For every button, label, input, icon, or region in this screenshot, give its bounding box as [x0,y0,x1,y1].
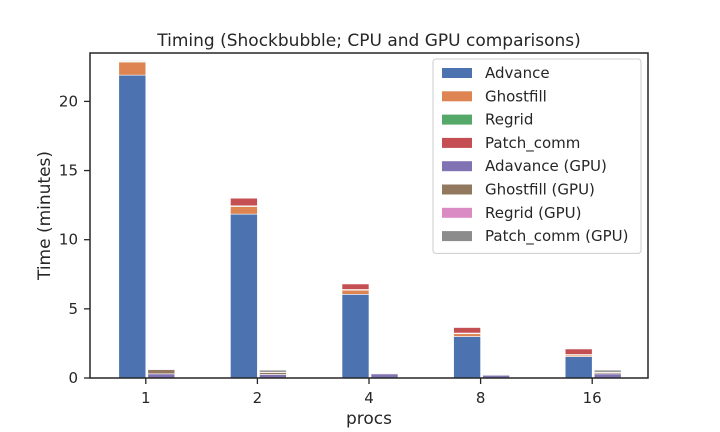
legend-swatch [442,114,472,125]
legend-swatch [442,184,472,195]
y-tick-label: 10 [59,231,78,249]
legend-label: Regrid [485,111,533,129]
legend-label: Patch_comm [485,134,580,153]
legend-swatch [442,91,472,102]
x-axis-label: procs [346,409,392,429]
bar-gpu-patch-comm-gpu-2 [259,369,287,373]
bar-gpu-patch-comm-gpu-16 [593,369,622,373]
y-axis-ticks: 0 5 10 15 20 [59,92,90,387]
y-tick-label: 15 [59,162,78,180]
bars-layer [118,60,622,379]
legend-label: Advance [485,64,550,82]
bar-cpu-advance-4 [341,294,370,379]
bar-cpu-advance-2 [230,213,258,379]
legend-label: Regrid (GPU) [485,204,581,222]
legend-swatch [442,137,472,148]
bar-cpu-patch-comm-4 [341,283,370,290]
bar-cpu-patch-comm-2 [230,197,258,207]
x-tick-label: 2 [253,389,263,407]
legend-label: Patch_comm (GPU) [485,227,628,246]
bar-gpu-ghostfill-gpu-1 [147,369,176,375]
bar-cpu-patch-comm-1 [118,60,147,62]
y-tick-label: 5 [68,300,78,318]
x-tick-label: 8 [476,389,486,407]
legend-label: Ghostfill [485,87,547,105]
x-axis-ticks: 1 2 4 8 16 [141,378,602,407]
bar-gpu-patch-comm-gpu-1 [147,368,176,370]
bar-cpu-ghostfill-2 [230,206,258,215]
legend-label: Ghostfill (GPU) [485,181,595,199]
y-tick-label: 0 [68,369,78,387]
chart-title: Timing (Shockbubble; CPU and GPU compari… [156,31,580,51]
bar-cpu-advance-1 [118,74,147,379]
bar-cpu-advance-16 [564,356,593,379]
y-axis-label: Time (minutes) [35,151,55,281]
legend-swatch [442,207,472,218]
legend: Advance Ghostfill Regrid Patch_comm Adavance… [432,58,642,254]
y-tick-label: 20 [59,92,78,110]
legend-swatch [442,231,472,242]
bar-cpu-patch-comm-16 [564,348,593,355]
bar-cpu-ghostfill-1 [118,61,147,76]
bar-cpu-patch-comm-8 [453,327,481,334]
bar-cpu-advance-8 [453,336,481,379]
x-tick-label: 4 [364,389,374,407]
legend-swatch [442,161,472,172]
x-tick-label: 1 [141,389,151,407]
bar-cpu-ghostfill-8 [453,333,481,337]
legend-swatch [442,68,472,78]
legend-label: Adavance (GPU) [485,157,607,175]
x-tick-label: 16 [583,389,602,407]
bar-gpu-ghostfill-gpu-2 [259,372,287,375]
legend-box [432,58,642,254]
bar-cpu-ghostfill-4 [341,289,370,295]
